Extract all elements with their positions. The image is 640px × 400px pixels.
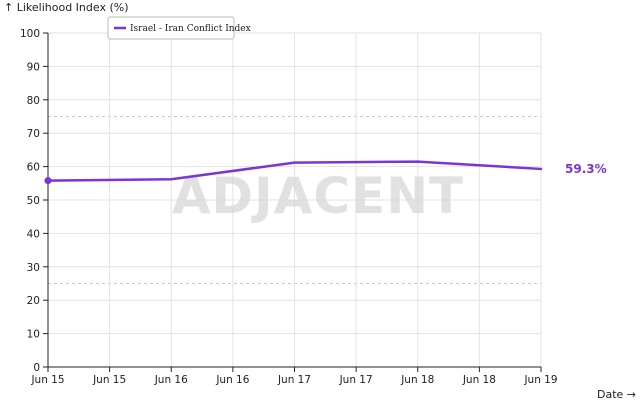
end-value-label: 59.3% xyxy=(565,162,607,176)
y-tick-label: 90 xyxy=(27,61,40,73)
x-tick-label: Jun 15 xyxy=(30,374,64,386)
y-axis-title: ↑ Likelihood Index (%) xyxy=(4,1,128,14)
series-start-marker xyxy=(44,177,52,185)
y-tick-label: 30 xyxy=(27,262,40,274)
x-axis-title: Date → xyxy=(597,388,636,400)
y-tick-label: 70 xyxy=(27,128,40,140)
legend-label: Israel - Iran Conflict Index xyxy=(130,24,251,34)
legend: Israel - Iran Conflict Index xyxy=(107,16,251,40)
x-tick-label: Jun 18 xyxy=(400,374,434,386)
y-tick-label: 100 xyxy=(20,28,40,40)
legend-box xyxy=(107,16,235,40)
y-tick-label: 80 xyxy=(27,95,40,107)
watermark-text: ADJACENT xyxy=(172,167,464,225)
x-tick-label: Jun 17 xyxy=(339,374,373,386)
x-tick-label: Jun 19 xyxy=(523,374,557,386)
x-tick-label: Jun 16 xyxy=(154,374,188,386)
x-tick-label: Jun 18 xyxy=(462,374,496,386)
x-tick-label: Jun 15 xyxy=(92,374,126,386)
series-layer xyxy=(44,160,543,185)
y-tick-label: 20 xyxy=(27,295,40,307)
y-tick-label: 50 xyxy=(27,195,40,207)
y-tick-label: 0 xyxy=(33,362,40,374)
y-tick-label: 10 xyxy=(27,329,40,341)
y-tick-label: 60 xyxy=(27,162,40,174)
axes: 0 10 20 30 40 50 60 70 80 90 100 Jun 15 Jun 15 Jun 16… xyxy=(20,28,558,386)
y-tick-label: 40 xyxy=(27,228,40,240)
series-line xyxy=(46,160,543,182)
x-tick-label: Jun 16 xyxy=(215,374,249,386)
x-tick-label: Jun 17 xyxy=(277,374,311,386)
